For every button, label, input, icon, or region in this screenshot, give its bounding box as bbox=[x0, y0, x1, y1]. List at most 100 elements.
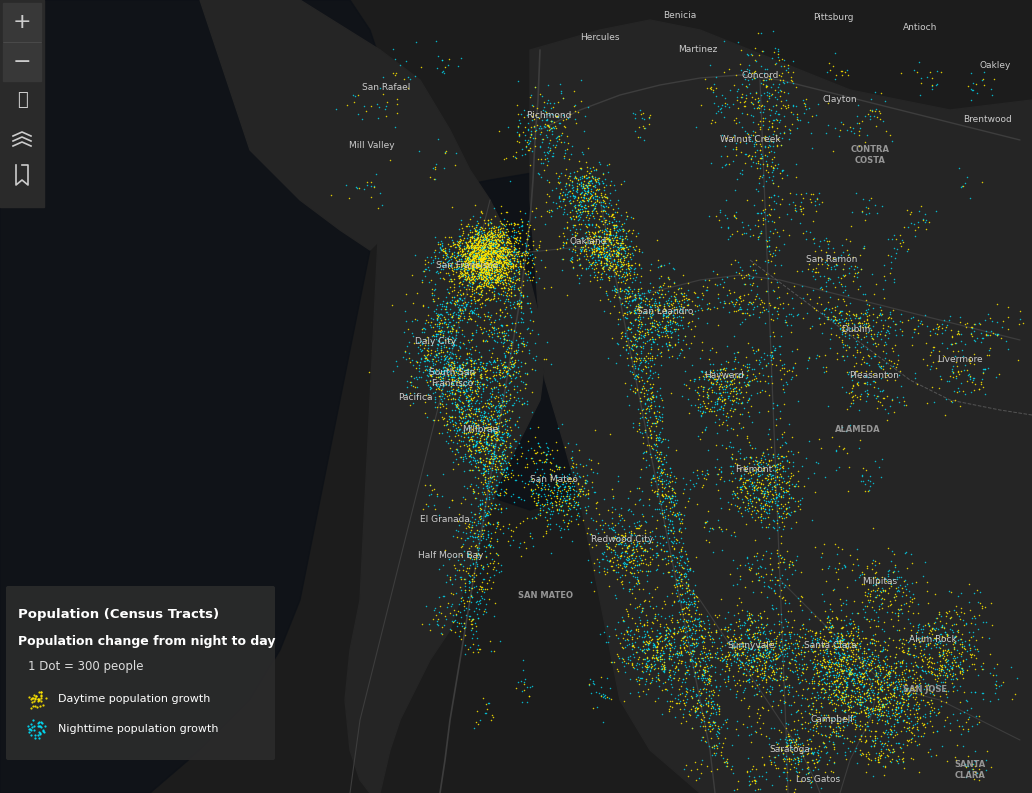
Point bbox=[544, 464, 560, 477]
Point bbox=[528, 462, 545, 475]
Point bbox=[928, 638, 944, 650]
Point bbox=[857, 705, 873, 718]
Point bbox=[460, 363, 477, 376]
Point bbox=[455, 301, 472, 313]
Point bbox=[716, 731, 733, 744]
Point bbox=[475, 532, 491, 545]
Point bbox=[926, 657, 942, 669]
Point bbox=[852, 729, 869, 741]
Point bbox=[595, 245, 612, 258]
Point bbox=[766, 515, 782, 527]
Point bbox=[924, 622, 940, 634]
Point bbox=[465, 229, 482, 242]
Point bbox=[658, 305, 675, 317]
Point bbox=[462, 415, 479, 427]
Point bbox=[670, 509, 686, 522]
Point bbox=[825, 704, 841, 717]
Point bbox=[874, 697, 891, 710]
Point bbox=[458, 254, 475, 266]
Point bbox=[627, 354, 644, 367]
Point bbox=[628, 229, 645, 242]
Point bbox=[766, 475, 782, 488]
Point bbox=[584, 199, 601, 212]
Point bbox=[820, 635, 837, 648]
Point bbox=[746, 534, 763, 546]
Point bbox=[644, 637, 660, 649]
Point bbox=[607, 289, 623, 301]
Point bbox=[29, 695, 45, 707]
Point bbox=[450, 372, 466, 385]
Point bbox=[466, 199, 483, 212]
Point bbox=[747, 371, 764, 384]
Point bbox=[487, 497, 504, 510]
Point bbox=[945, 604, 962, 617]
Point bbox=[658, 632, 675, 645]
Point bbox=[752, 207, 769, 220]
Point bbox=[800, 612, 816, 625]
Point bbox=[539, 130, 555, 143]
Point bbox=[485, 255, 502, 267]
Point bbox=[483, 351, 499, 363]
Point bbox=[680, 648, 697, 661]
Point bbox=[860, 326, 876, 339]
Point bbox=[469, 242, 485, 255]
Point bbox=[472, 446, 488, 458]
Point bbox=[654, 291, 671, 304]
Point bbox=[638, 445, 654, 458]
Point bbox=[683, 588, 700, 600]
Point bbox=[851, 702, 868, 714]
Point bbox=[842, 662, 859, 675]
Point bbox=[482, 547, 498, 560]
Point bbox=[29, 693, 45, 706]
Point bbox=[450, 369, 466, 381]
Point bbox=[503, 248, 519, 261]
Point bbox=[459, 367, 476, 380]
Point bbox=[865, 701, 881, 714]
Point bbox=[648, 646, 665, 658]
Point bbox=[889, 582, 905, 595]
Point bbox=[657, 311, 674, 324]
Point bbox=[467, 252, 484, 265]
Point bbox=[506, 266, 522, 279]
Point bbox=[857, 659, 873, 672]
Point bbox=[657, 468, 674, 481]
Point bbox=[467, 492, 484, 504]
Point bbox=[805, 668, 821, 680]
Point bbox=[621, 263, 638, 276]
Point bbox=[620, 295, 637, 308]
Point bbox=[776, 680, 793, 693]
Point bbox=[676, 557, 692, 569]
Point bbox=[442, 346, 458, 358]
Point bbox=[731, 654, 747, 667]
Point bbox=[463, 254, 480, 266]
Point bbox=[845, 705, 862, 718]
Point bbox=[598, 179, 614, 192]
Point bbox=[527, 511, 544, 523]
Point bbox=[543, 125, 559, 137]
Point bbox=[463, 521, 480, 534]
Point bbox=[456, 239, 473, 252]
Point bbox=[742, 439, 759, 451]
Point bbox=[494, 366, 511, 378]
Point bbox=[765, 469, 781, 481]
Point bbox=[646, 299, 663, 312]
Point bbox=[467, 478, 484, 491]
Point bbox=[618, 301, 635, 313]
Point bbox=[510, 224, 526, 237]
Point bbox=[815, 653, 832, 665]
Point bbox=[874, 678, 891, 691]
Point bbox=[515, 104, 531, 117]
Point bbox=[706, 400, 722, 413]
Point bbox=[910, 56, 927, 68]
Point bbox=[766, 215, 782, 228]
Point bbox=[825, 737, 841, 750]
Point bbox=[700, 665, 716, 677]
Point bbox=[875, 760, 892, 772]
Point bbox=[466, 455, 483, 468]
Point bbox=[743, 575, 760, 588]
Point bbox=[638, 354, 654, 367]
Point bbox=[432, 370, 449, 383]
Point bbox=[851, 670, 868, 683]
Point bbox=[475, 249, 491, 262]
Point bbox=[813, 719, 830, 732]
